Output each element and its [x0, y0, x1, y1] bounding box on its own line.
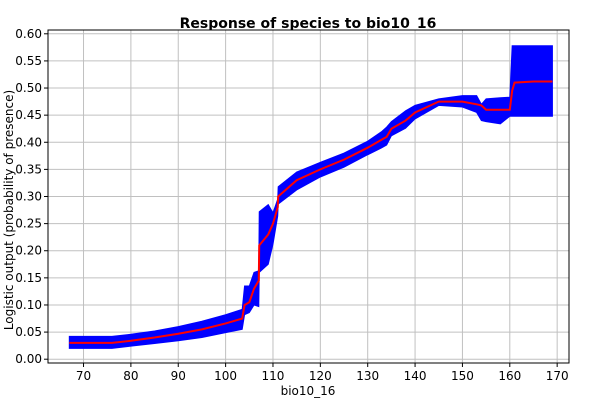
- y-tick-label: 0.60: [15, 27, 42, 41]
- x-tick-label: 170: [546, 369, 569, 383]
- x-tick-label: 130: [356, 369, 379, 383]
- chart-title: Response of species to bio10_16: [180, 16, 437, 32]
- y-tick-label: 0.00: [15, 352, 42, 366]
- x-tick-label: 150: [451, 369, 474, 383]
- x-axis-label: bio10_16: [281, 384, 336, 398]
- y-tick-label: 0.50: [15, 81, 42, 95]
- y-tick-label: 0.05: [15, 325, 42, 339]
- y-tick-label: 0.40: [15, 135, 42, 149]
- y-tick-label: 0.20: [15, 244, 42, 258]
- y-tick-label: 0.30: [15, 190, 42, 204]
- plot-border: [47, 29, 570, 364]
- x-tick-label: 80: [123, 369, 138, 383]
- x-tick-label: 160: [498, 369, 521, 383]
- confidence-band: [68, 45, 553, 349]
- mean-response-line: [69, 80, 553, 344]
- x-tick-label: 120: [309, 369, 332, 383]
- y-tick-label: 0.10: [15, 298, 42, 312]
- y-tick-label: 0.15: [15, 271, 42, 285]
- x-tick-label: 90: [171, 369, 186, 383]
- x-tick-label: 70: [76, 369, 91, 383]
- y-tick-label: 0.25: [15, 217, 42, 231]
- x-tick-label: 110: [262, 369, 285, 383]
- y-tick-label: 0.55: [15, 54, 42, 68]
- x-tick-label: 140: [404, 369, 427, 383]
- y-tick-label: 0.35: [15, 162, 42, 176]
- x-tick-label: 100: [214, 369, 237, 383]
- plot-area: 70 80 90 100 110 120 130 140 150 160 170 0.00 0.05 0.…: [15, 27, 570, 383]
- y-axis-label: Logistic output (probability of presence…: [2, 90, 16, 330]
- y-tick-label: 0.45: [15, 108, 42, 122]
